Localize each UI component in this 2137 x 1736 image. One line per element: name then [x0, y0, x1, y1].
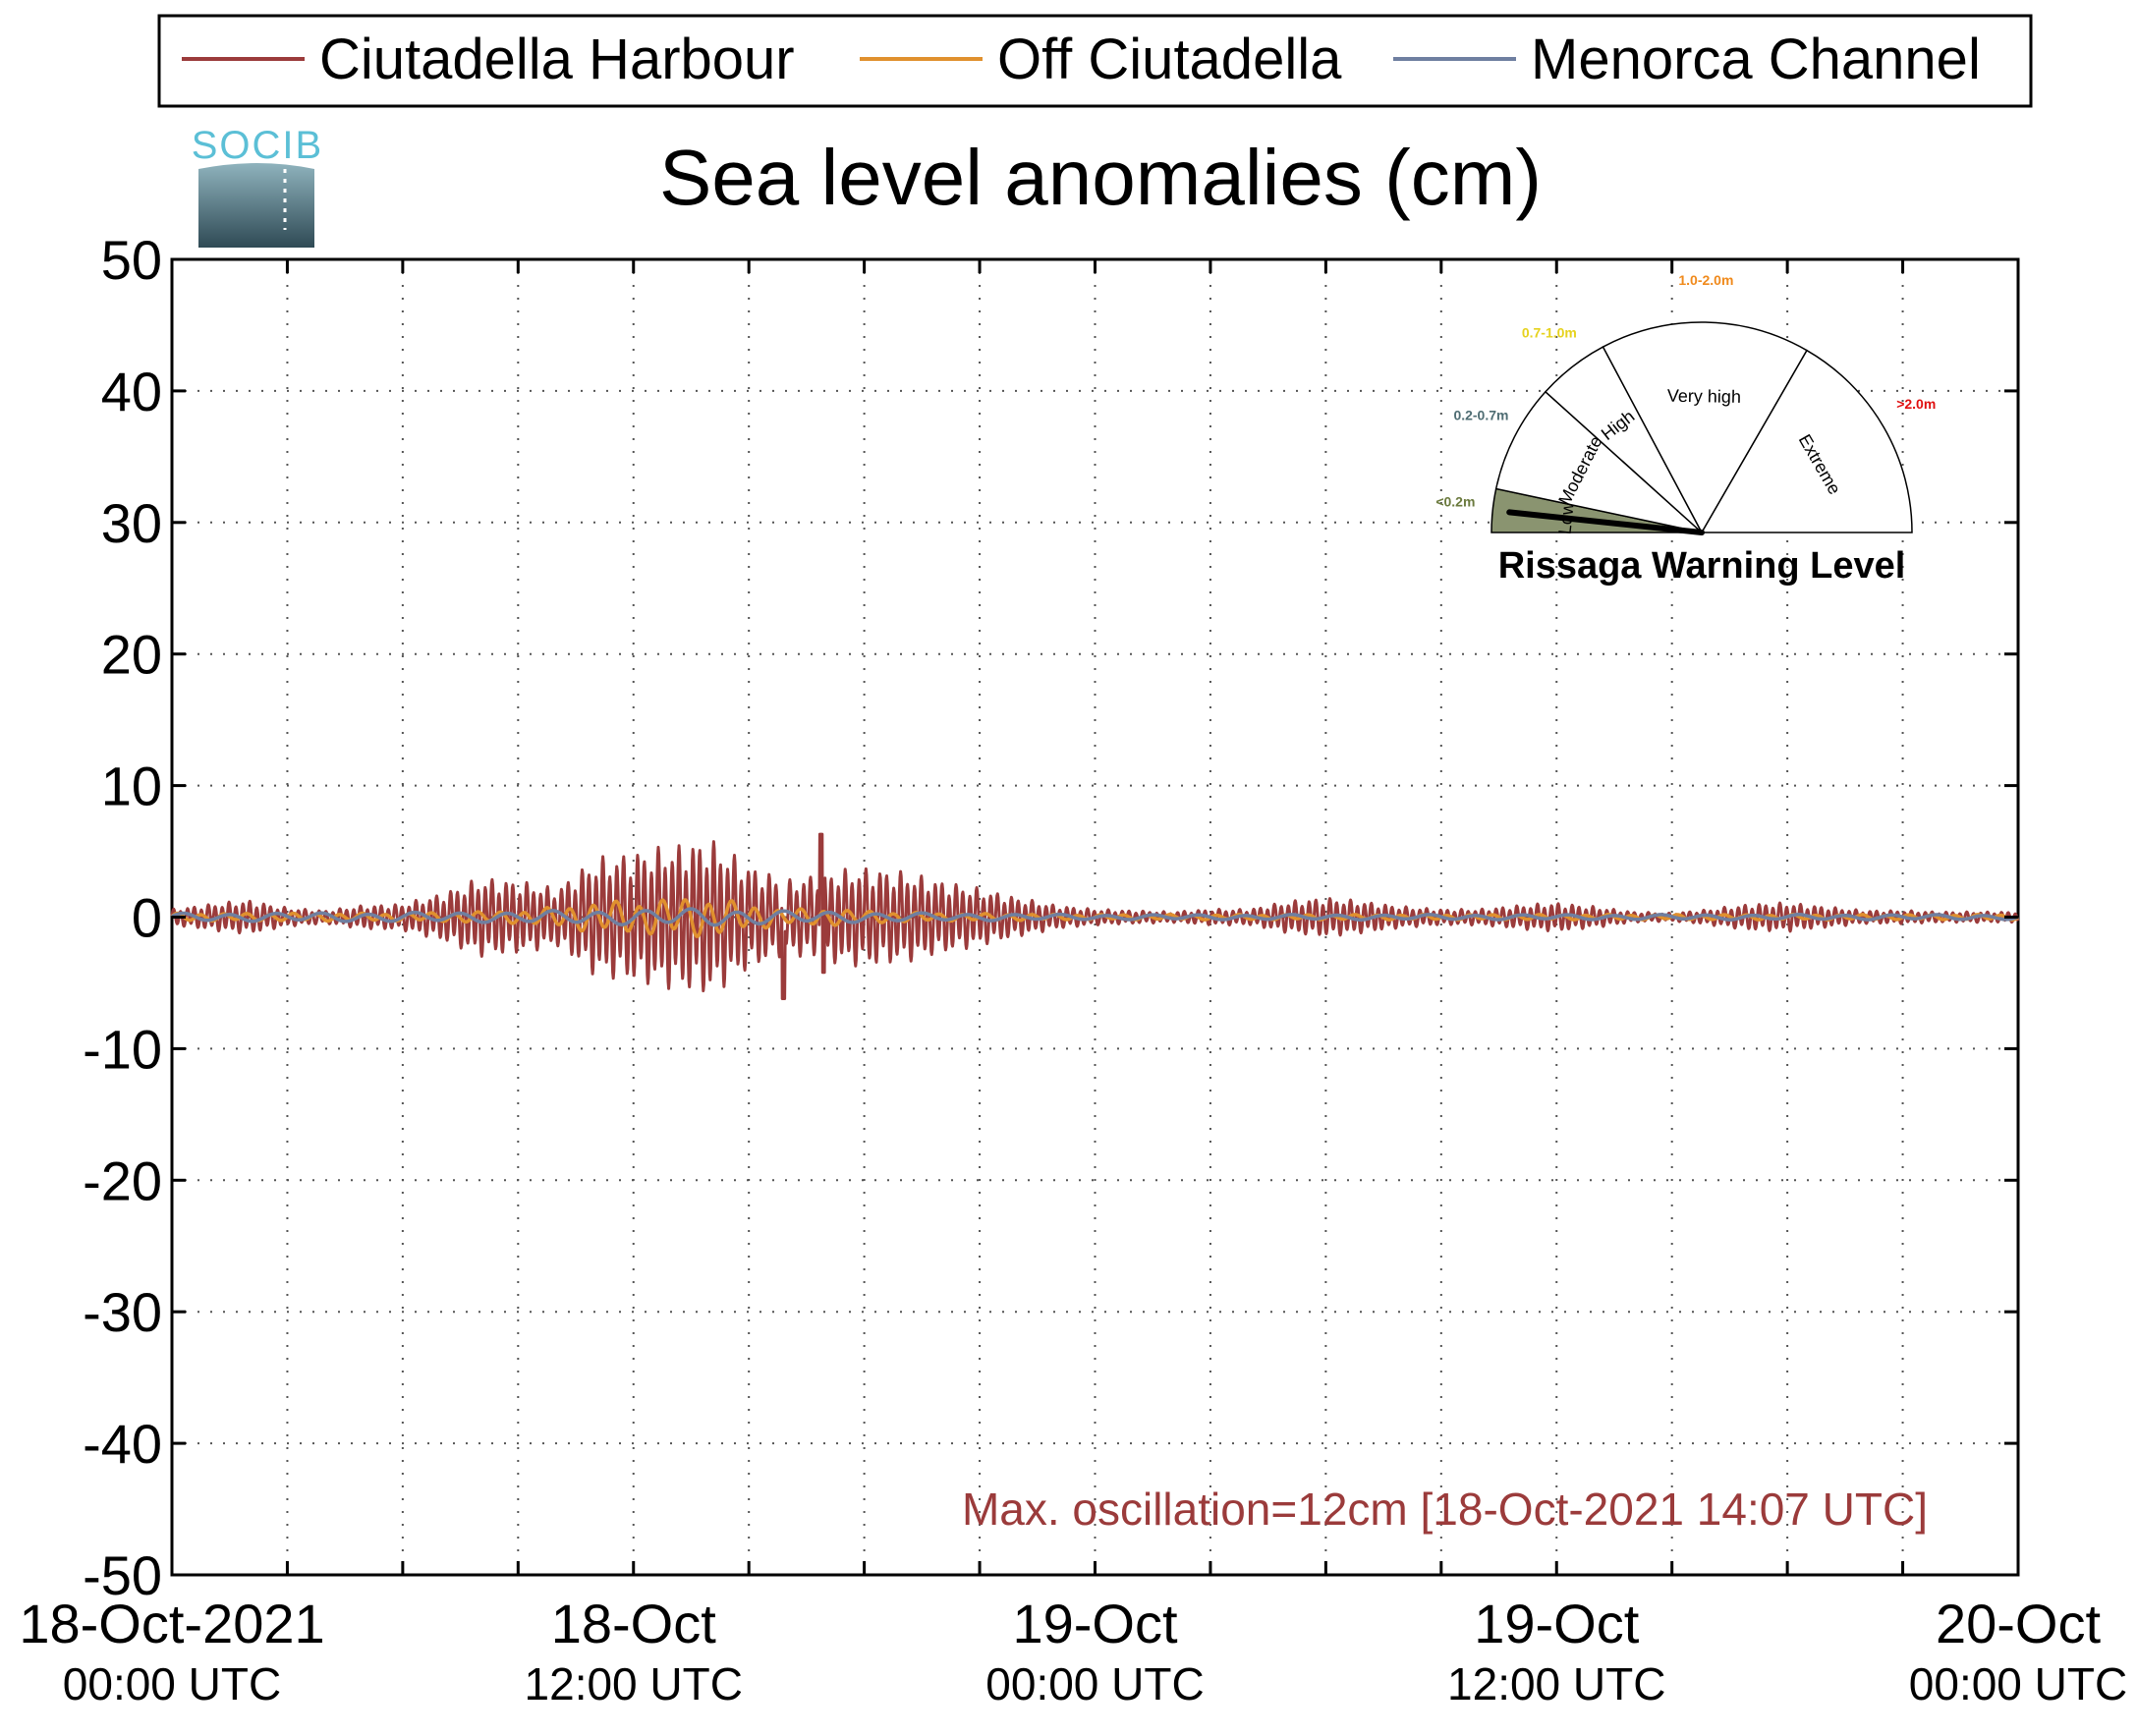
y-tick-label: -10 [83, 1018, 162, 1080]
legend-box [157, 14, 2033, 108]
y-tick-label: 10 [101, 756, 162, 817]
y-tick-label: 50 [101, 229, 162, 291]
chart-title: Sea level anomalies (cm) [659, 134, 1542, 221]
gauge-sector-very-high [1602, 321, 1809, 534]
x-tick-label-date: 19-Oct [1012, 1593, 1177, 1654]
gauge-range-label-very-high: 1.0-2.0m [1678, 272, 1733, 288]
gauge-range-label-extreme: >2.0m [1896, 396, 1936, 412]
legend-label-menorca-channel: Menorca Channel [1531, 28, 1981, 91]
x-tick-label-date: 18-Oct [551, 1593, 716, 1654]
series-line-menorca-channel [171, 907, 2019, 927]
gauge-needle [1506, 509, 1705, 535]
gauge-title: Rissaga Warning Level [1498, 545, 1906, 587]
socib-logo: SOCIB [192, 124, 323, 248]
gauge-sector-moderate [1494, 390, 1705, 534]
y-tick-label: 20 [101, 624, 162, 686]
y-tick-label: 0 [132, 887, 162, 949]
y-tick-label: 30 [101, 492, 162, 554]
legend-label-off-ciutadella: Off Ciutadella [997, 28, 1342, 91]
rissaga-warning-gauge: Rissaga Warning Level Low<0.2mModerate0.… [1435, 272, 1936, 587]
gauge-range-label-moderate: 0.2-0.7m [1453, 408, 1508, 423]
socib-logo-text: SOCIB [192, 124, 323, 167]
x-tick-label-time: 12:00 UTC [525, 1658, 743, 1709]
y-tick-label: 40 [101, 361, 162, 422]
gauge-sector-extreme [1700, 349, 1913, 533]
y-tick-label: -20 [83, 1149, 162, 1211]
max-oscillation-annotation: Max. oscillation=12cm [18-Oct-2021 14:07… [962, 1484, 1928, 1535]
x-tick-label-time: 12:00 UTC [1447, 1658, 1665, 1709]
legend-label-ciutadella-harbour: Ciutadella Harbour [319, 28, 795, 91]
gauge-range-label-low: <0.2m [1435, 494, 1475, 510]
y-tick-label: -40 [83, 1413, 162, 1475]
y-tick-label: -30 [83, 1281, 162, 1343]
x-tick-label-time: 00:00 UTC [1909, 1658, 2127, 1709]
series-lines [170, 832, 2020, 1000]
legend: Ciutadella Harbour Off Ciutadella Menorc… [157, 14, 2033, 108]
gauge-range-label-high: 0.7-1.0m [1522, 324, 1577, 340]
y-tick-label: -50 [83, 1544, 162, 1606]
x-tick-label-date: 18-Oct-2021 [19, 1593, 324, 1654]
x-tick-label-date: 19-Oct [1474, 1593, 1639, 1654]
y-axis-ticks: 50 40 30 20 10 0 -10 -20 -30 -40 -50 [83, 229, 2018, 1606]
x-tick-label-time: 00:00 UTC [63, 1658, 281, 1709]
x-tick-label-time: 00:00 UTC [985, 1658, 1204, 1709]
x-tick-label-date: 20-Oct [1936, 1593, 2101, 1654]
socib-logo-wave [198, 163, 314, 248]
gauge-sector-label-very-high: Very high [1667, 386, 1741, 407]
